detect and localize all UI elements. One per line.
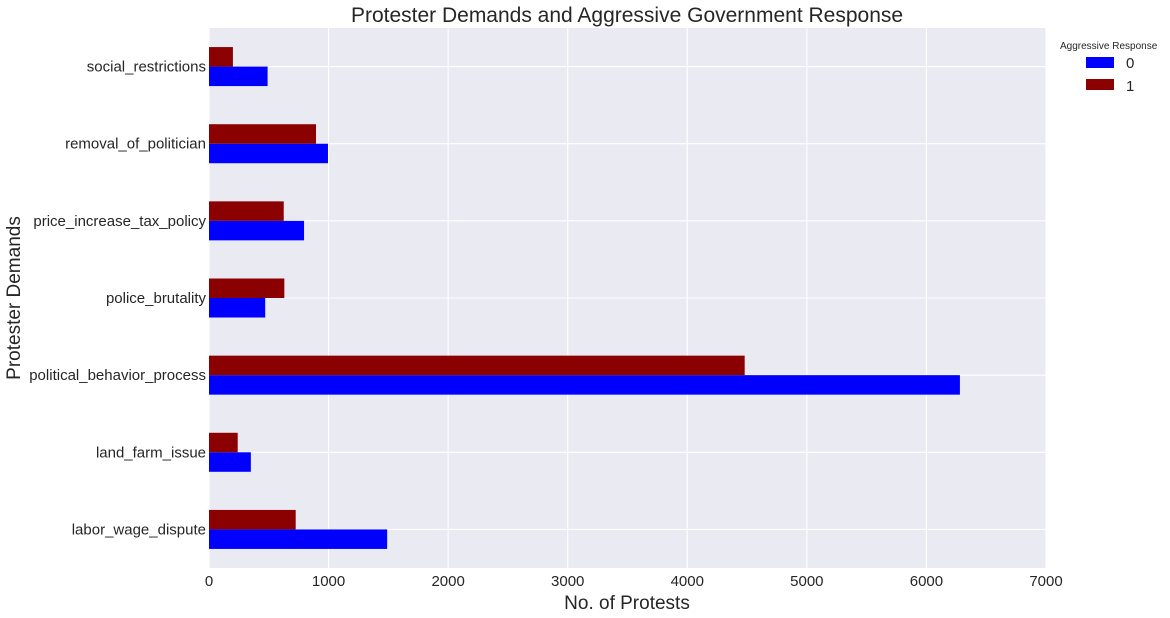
legend-title: Aggressive Response [1060,41,1158,52]
x-tick-label: 2000 [431,573,464,590]
x-tick-label: 6000 [910,573,943,590]
bar-price_increase_tax_policy-series-0 [209,220,305,241]
legend-swatch-0 [1086,57,1114,68]
legend: Aggressive Response 0 1 [1060,41,1158,95]
x-tick-labels: 0 1000 2000 3000 4000 5000 6000 7000 [205,573,1063,590]
y-axis-label: Protester Demands [4,216,25,380]
y-tick-label: removal_of_politician [65,136,206,153]
bar-social_restrictions-series-0 [209,66,268,87]
legend-label-0: 0 [1126,55,1134,72]
y-tick-label: labor_wage_dispute [72,521,206,538]
y-tick-label: price_increase_tax_policy [33,213,206,230]
x-axis-label: No. of Protests [564,593,690,614]
legend-swatch-1 [1086,79,1114,90]
bar-land_farm_issue-series-1 [209,432,238,453]
x-tick-label: 5000 [790,573,823,590]
chart-title: Protester Demands and Aggressive Governm… [351,4,903,27]
bar-land_farm_issue-series-0 [209,452,251,472]
bar-police_brutality-series-1 [209,278,285,298]
y-tick-label: police_brutality [106,290,207,307]
x-tick-label: 3000 [551,573,584,590]
y-tick-label: political_behavior_process [29,367,206,384]
bar-removal_of_politician-series-0 [209,143,328,164]
y-tick-label: social_restrictions [87,59,206,76]
bar-price_increase_tax_policy-series-1 [209,201,284,221]
bar-social_restrictions-series-1 [209,47,233,67]
bar-labor_wage_dispute-series-1 [209,509,296,530]
y-tick-label: land_farm_issue [96,444,206,461]
x-tick-label: 4000 [671,573,704,590]
bar-police_brutality-series-0 [209,298,266,318]
x-tick-label: 0 [205,573,213,590]
legend-label-1: 1 [1126,78,1134,95]
bar-political_behavior_process-series-1 [209,355,745,376]
x-tick-label: 1000 [312,573,345,590]
y-tick-labels: labor_wage_dispute land_farm_issue politic… [29,59,206,539]
bar-political_behavior_process-series-0 [209,375,960,395]
bar-removal_of_politician-series-1 [209,124,317,144]
bar-labor_wage_dispute-series-0 [209,529,388,549]
bars [209,47,960,549]
x-tick-label: 7000 [1029,573,1062,590]
